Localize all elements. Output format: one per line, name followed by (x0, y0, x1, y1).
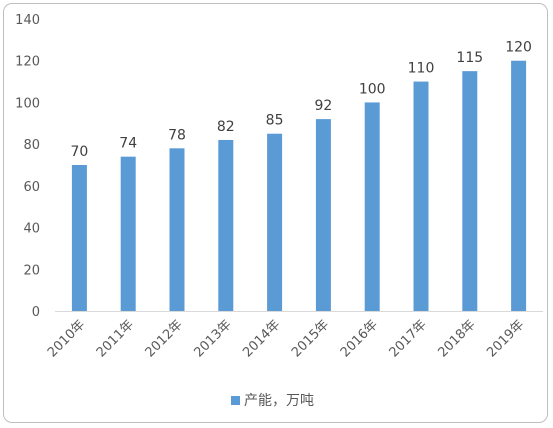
bar (169, 148, 185, 311)
x-tick-label: 2017年 (387, 317, 430, 360)
y-tick-label: 140 (15, 13, 40, 28)
data-label: 110 (408, 61, 435, 77)
bar (218, 139, 234, 311)
bar (71, 165, 87, 311)
legend: 产能，万吨 (231, 393, 314, 409)
x-tick-label: 2012年 (143, 317, 186, 360)
bar (364, 102, 380, 311)
bar (315, 119, 331, 311)
y-tick-label: 80 (23, 138, 40, 153)
y-tick-label: 100 (15, 96, 40, 111)
data-label: 70 (70, 144, 88, 160)
x-tick-label: 2010年 (45, 317, 88, 360)
y-axis: 0 20 40 60 80 100 120 140 (15, 13, 40, 320)
x-tick-label: 2016年 (338, 317, 381, 360)
x-tick-label: 2011年 (94, 317, 137, 360)
data-label: 115 (456, 50, 483, 66)
y-tick-label: 60 (23, 180, 40, 195)
data-labels: 70 74 78 82 85 92 100 110 115 120 (70, 40, 531, 160)
y-tick-label: 40 (23, 222, 40, 237)
x-tick-label: 2013年 (191, 317, 234, 360)
x-tick-label: 2014年 (240, 317, 283, 360)
bar (511, 60, 527, 311)
legend-label: 产能，万吨 (244, 393, 314, 409)
bars (71, 60, 527, 312)
x-tick-label: 2019年 (484, 317, 527, 360)
data-label: 74 (119, 136, 137, 152)
x-tick-label: 2015年 (289, 317, 332, 360)
data-label: 92 (314, 98, 332, 114)
bar (413, 81, 429, 311)
bar (120, 156, 136, 311)
legend-swatch (231, 396, 240, 405)
x-tick-label: 2018年 (435, 317, 478, 360)
data-label: 85 (266, 113, 284, 129)
y-tick-label: 0 (32, 305, 40, 320)
y-tick-label: 120 (15, 55, 40, 70)
bar (267, 133, 283, 311)
data-label: 120 (505, 40, 532, 56)
data-label: 82 (217, 119, 235, 135)
x-axis: 2010年 2011年 2012年 2013年 2014年 2015年 2016年 2017年… (45, 311, 543, 360)
data-label: 100 (359, 81, 386, 97)
bar (462, 71, 478, 312)
y-tick-label: 20 (23, 263, 40, 278)
data-label: 78 (168, 127, 186, 143)
